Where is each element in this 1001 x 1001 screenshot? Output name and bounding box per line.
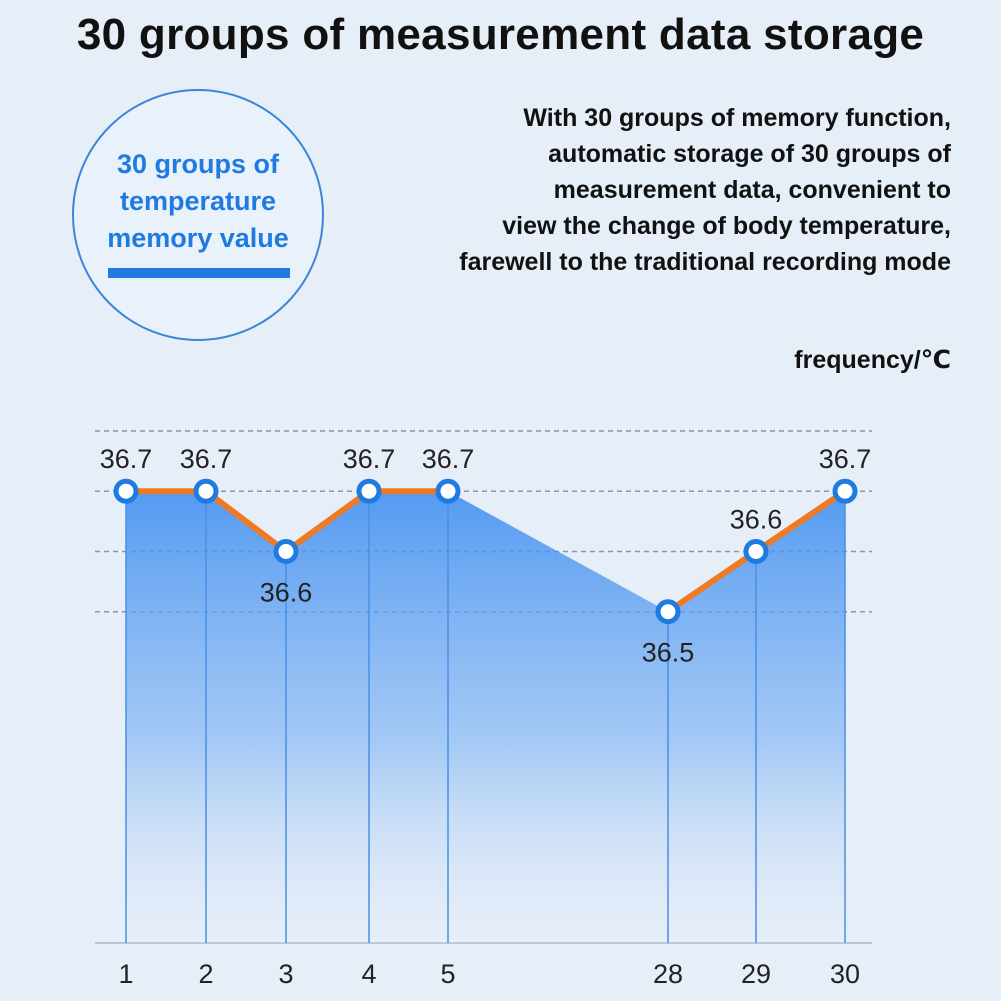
data-point-30 [832,478,858,504]
series-line-2-3 [203,488,289,555]
x-tick-label-29: 29 [741,959,771,989]
data-label-28: 36.5 [642,638,695,668]
data-point-4 [356,478,382,504]
data-label-3: 36.6 [260,577,313,607]
description-line-3: measurement data, convenient to [553,176,951,204]
data-label-29: 36.6 [730,504,783,534]
description: With 30 groups of memory function, autom… [459,100,951,280]
page-title: 30 groups of measurement data storage [76,10,925,59]
x-tick-label-5: 5 [440,959,455,989]
y-axis-unit-label: frequency/℃ [794,346,951,374]
badge-line-2: temperature [119,186,277,216]
badge-underline [108,268,290,278]
x-tick-label-28: 28 [653,959,683,989]
data-point-1 [113,478,139,504]
data-label-30: 36.7 [819,444,872,474]
x-tick-label-1: 1 [118,959,133,989]
series-line-29-30 [753,488,848,555]
data-label-4: 36.7 [343,444,396,474]
data-point-29 [743,538,769,564]
data-label-5: 36.7 [422,444,475,474]
x-tick-label-4: 4 [361,959,376,989]
badge-text: 30 groups of temperature memory value [74,146,322,257]
x-tick-label-2: 2 [198,959,213,989]
memory-badge: 30 groups of temperature memory value [72,89,324,341]
data-point-5 [435,478,461,504]
description-line-4: view the change of body temperature, [502,212,951,240]
description-line-5: farewell to the traditional recording mo… [459,248,951,276]
data-label-2: 36.7 [180,444,233,474]
description-line-1: With 30 groups of memory function, [523,104,951,132]
data-point-28 [655,599,681,625]
x-tick-label-30: 30 [830,959,860,989]
series-line-3-4 [283,488,372,555]
x-tick-label-3: 3 [278,959,293,989]
data-point-2 [193,478,219,504]
badge-line-3: memory value [107,223,289,253]
area-fill [126,491,845,943]
badge-line-1: 30 groups of [116,149,279,179]
temperature-chart: 36.7 36.7 36.6 36.7 36.7 36.5 36.6 36.7 1 2 3 4 5 28 2… [95,430,872,989]
description-line-2: automatic storage of 30 groups of [548,140,951,168]
data-point-3 [273,538,299,564]
data-label-1: 36.7 [100,444,153,474]
series-line-28-29 [665,548,759,615]
